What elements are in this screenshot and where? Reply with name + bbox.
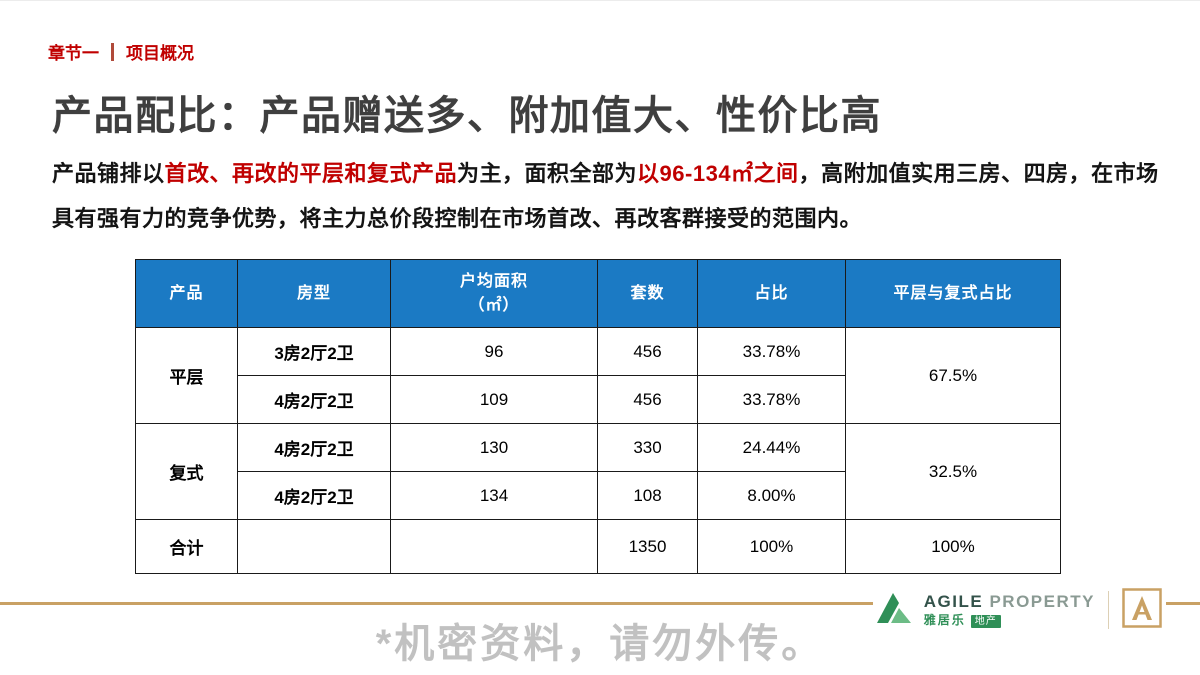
brand-name-en-light: PROPERTY xyxy=(989,591,1095,611)
header-cell-area-line1: 户均面积 xyxy=(459,273,528,291)
brand-name-cn-text: 雅居乐 xyxy=(923,613,966,628)
table-cell-count: 456 xyxy=(597,375,698,424)
table-cell-share: 24.44% xyxy=(697,423,846,472)
group-label-cell: 复式 xyxy=(135,423,238,520)
product-mix-table: 产品 房型 户均面积 （㎡） 套数 占比 平层与复式占比 平层 3房2厅2卫 96… xyxy=(135,259,1061,574)
total-label-cell: 合计 xyxy=(135,519,238,574)
paragraph-seg-3: 为主，面积全部为 xyxy=(457,161,638,186)
table-cell-area xyxy=(390,519,598,574)
brand-name-en: AGILE PROPERTY xyxy=(924,592,1095,612)
brand-name-en-bold: AGILE xyxy=(923,591,984,611)
brand-name-cn: 雅居乐 地产 xyxy=(923,613,1095,629)
combined-share-cell: 67.5% xyxy=(845,327,1061,424)
header-cell-product: 产品 xyxy=(135,259,238,328)
table-cell-area: 134 xyxy=(390,471,598,520)
table-row: 4房2厅2卫 109 456 33.78% xyxy=(136,375,1061,424)
header-cell-share: 占比 xyxy=(697,259,846,328)
table-cell-count: 108 xyxy=(597,471,698,520)
table-cell-share: 33.78% xyxy=(697,327,846,376)
table-cell-share: 8.00% xyxy=(697,471,846,520)
section-header: 章节一 项目概况 xyxy=(48,39,194,64)
combined-share-cell: 32.5% xyxy=(845,423,1061,520)
header-cell-type: 房型 xyxy=(237,259,391,328)
table-cell-share: 100% xyxy=(697,519,846,574)
table-cell-type: 4房2厅2卫 xyxy=(237,375,391,424)
table-cell-share: 33.78% xyxy=(697,375,846,424)
brand-divider xyxy=(1108,591,1109,629)
paragraph-seg-4-highlight: 以96-134㎡之间 xyxy=(637,161,799,186)
section-label: 章节一 xyxy=(48,44,99,63)
table-cell-type: 4房2厅2卫 xyxy=(237,423,391,472)
agile-logo-icon xyxy=(876,592,911,628)
table-cell-type: 4房2厅2卫 xyxy=(237,471,391,520)
table-cell-count: 330 xyxy=(597,423,698,472)
header-cell-count: 套数 xyxy=(597,259,698,328)
table-total-row: 合计 1350 100% 100% xyxy=(135,519,1061,574)
paragraph-seg-1: 产品铺排以 xyxy=(52,161,165,186)
confidential-watermark: *机密资料，请勿外传。 xyxy=(375,622,825,666)
table-row: 复式 4房2厅2卫 130 330 24.44% 32.5% xyxy=(135,423,1061,520)
brand-text: AGILE PROPERTY 雅居乐 地产 xyxy=(923,592,1095,629)
table-cell-area: 109 xyxy=(390,375,598,424)
body-paragraph: 产品铺排以首改、再改的平层和复式产品为主，面积全部为以96-134㎡之间，高附加… xyxy=(52,151,1160,241)
section-divider xyxy=(111,42,114,61)
table-cell-area: 96 xyxy=(390,327,598,376)
header-cell-area: 户均面积 （㎡） xyxy=(390,259,598,328)
section-title: 项目概况 xyxy=(126,44,194,63)
table-row: 平层 3房2厅2卫 96 456 33.78% 67.5% xyxy=(135,327,1061,424)
gold-emblem-icon xyxy=(1122,587,1162,633)
header-cell-area-line2: （㎡） xyxy=(468,296,520,314)
paragraph-seg-5: ，高附加值实用三房、四房，在市场具有强有力的竞争优势，将主力总价段控制在市场首改… xyxy=(52,161,1159,231)
table-row: 4房2厅2卫 134 108 8.00% xyxy=(136,471,1061,520)
paragraph-seg-2-highlight: 首改、再改的平层和复式产品 xyxy=(164,161,458,186)
table-cell-area: 130 xyxy=(390,423,598,472)
combined-share-cell: 100% xyxy=(845,519,1061,574)
header-cell-combined-share: 平层与复式占比 xyxy=(845,259,1061,328)
group-label-cell: 平层 xyxy=(135,327,238,424)
table-cell-count: 1350 xyxy=(597,519,698,574)
table-cell-count: 456 xyxy=(597,327,698,376)
page-title: 产品配比：产品赠送多、附加值大、性价比高 xyxy=(52,94,882,138)
table-cell-type: 3房2厅2卫 xyxy=(237,327,391,376)
table-header-row: 产品 房型 户均面积 （㎡） 套数 占比 平层与复式占比 xyxy=(135,259,1061,328)
brand-cn-badge: 地产 xyxy=(970,614,1001,629)
table-cell-type xyxy=(237,519,391,574)
footer-gold-line xyxy=(0,602,1200,605)
footer-brand: AGILE PROPERTY 雅居乐 地产 xyxy=(872,587,1166,633)
